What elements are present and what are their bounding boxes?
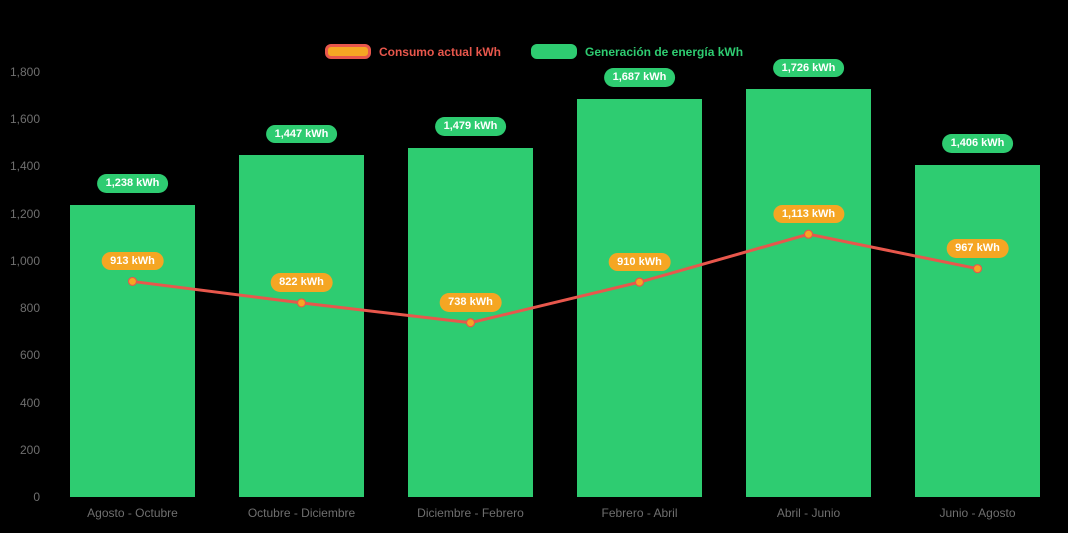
y-axis-label: 200 (19, 442, 40, 457)
generation-bar[interactable] (746, 89, 871, 497)
consumption-point[interactable] (634, 277, 645, 287)
plot-area: 1,238 kWh 1,447 kWh 1,479 kWh 1,687 kWh 1,72… (48, 58, 1062, 497)
consumo-line-swatch-icon (324, 44, 371, 59)
consumption-value-pill: 967 kWh (946, 239, 1009, 258)
y-axis-label: 400 (19, 395, 40, 410)
x-axis-label: Junio - Agosto (939, 506, 1016, 520)
y-axis-label: 1,800 (9, 65, 40, 79)
consumption-point[interactable] (972, 264, 983, 274)
consumption-value-pill: 738 kWh (439, 293, 502, 312)
consumption-point[interactable] (296, 298, 307, 308)
generation-value-pill: 1,479 kWh (434, 117, 507, 136)
consumption-value-pill: 822 kWh (270, 273, 333, 292)
consumption-line (132, 232, 978, 325)
x-axis-label: Abril - Junio (776, 506, 841, 520)
generation-bar[interactable] (239, 155, 364, 497)
generation-bar[interactable] (915, 165, 1040, 497)
generation-value-pill: 1,406 kWh (941, 134, 1014, 154)
legend-label-generacion: Generación de energía kWh (584, 44, 744, 59)
y-axis-label: 600 (19, 348, 40, 363)
generation-value-pill: 1,238 kWh (96, 174, 169, 193)
legend-label-consumo: Consumo actual kWh (378, 44, 501, 59)
x-axis-label: Diciembre - Febrero (417, 506, 524, 520)
y-axis-label: 1,000 (9, 253, 40, 268)
y-axis: 1,800 1,600 1,400 1,200 1,000 800 600 400 200 0 (0, 65, 44, 504)
y-axis-label: 1,200 (9, 206, 40, 221)
x-axis-label: Agosto - Octubre (87, 506, 178, 520)
legend: Consumo actual kWh Generación de energía… (0, 44, 1068, 59)
consumption-point[interactable] (465, 318, 476, 328)
y-axis-label: 0 (33, 490, 40, 504)
consumption-line-layer (127, 229, 983, 328)
consumption-point[interactable] (127, 276, 138, 287)
generation-bar[interactable] (577, 98, 702, 497)
y-axis-label: 1,600 (9, 112, 40, 127)
generation-value-pill: 1,447 kWh (265, 124, 338, 144)
consumption-value-pill: 913 kWh (101, 251, 164, 271)
legend-item-consumo[interactable]: Consumo actual kWh (324, 44, 501, 59)
generation-value-pill: 1,687 kWh (603, 68, 676, 87)
y-axis-label: 1,400 (9, 159, 40, 174)
generacion-bar-swatch-icon (530, 44, 577, 59)
consumption-value-pill: 910 kWh (608, 252, 671, 272)
legend-item-generacion[interactable]: Generación de energía kWh (530, 44, 744, 59)
x-axis-label: Febrero - Abril (601, 506, 678, 520)
x-axis-label: Octubre - Diciembre (247, 506, 356, 520)
x-axis: Agosto - Octubre Octubre - Diciembre Dicie… (48, 497, 1062, 533)
consumption-value-pill: 1,113 kWh (772, 204, 845, 224)
consumption-point[interactable] (803, 229, 814, 239)
y-axis-label: 800 (19, 301, 40, 316)
generation-value-pill: 1,726 kWh (772, 58, 845, 78)
